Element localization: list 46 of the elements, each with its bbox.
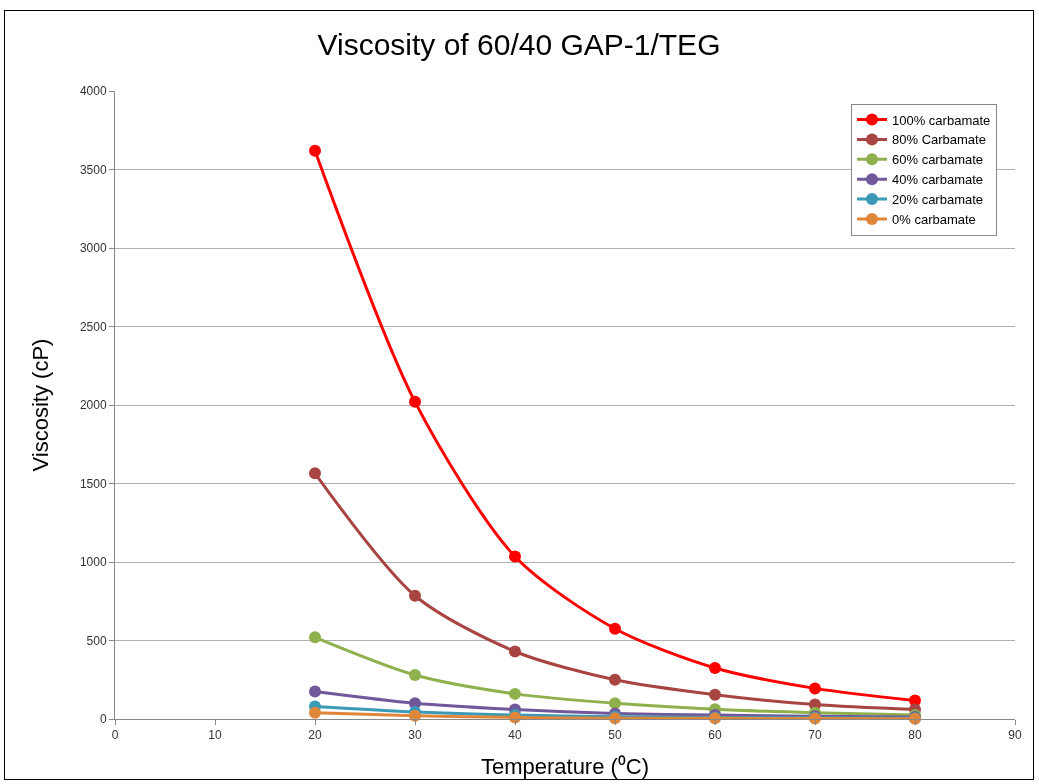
x-tick-label: 80 — [908, 728, 922, 743]
point — [709, 688, 721, 701]
x-tick-label: 90 — [1008, 728, 1022, 743]
point — [309, 685, 321, 698]
point — [609, 697, 621, 710]
y-tick-label: 1500 — [79, 476, 107, 491]
y-tick-label: 2500 — [79, 319, 107, 334]
point — [809, 682, 821, 695]
x-tick-label: 30 — [408, 728, 422, 743]
x-tick-label: 70 — [808, 728, 822, 743]
x-tick-label: 0 — [111, 728, 119, 743]
legend-label: 100% carbamate — [892, 112, 991, 128]
y-tick-label: 1000 — [79, 555, 107, 570]
y-tick-label: 3500 — [79, 162, 107, 177]
point — [309, 706, 321, 719]
point — [409, 589, 421, 602]
point — [709, 661, 721, 674]
point — [509, 550, 521, 563]
x-axis-title: Temperature (⁰C) — [480, 754, 650, 779]
point — [309, 144, 321, 157]
x-tick-label: 60 — [708, 728, 722, 743]
y-tick-label: 2000 — [79, 398, 107, 413]
x-tick-label: 10 — [208, 728, 222, 743]
point — [309, 467, 321, 480]
x-tick-label: 40 — [508, 728, 522, 743]
y-tick-label: 500 — [86, 633, 107, 648]
y-tick-label: 0 — [99, 712, 107, 727]
legend-label: 80% Carbamate — [892, 132, 986, 148]
point — [409, 669, 421, 682]
point — [409, 395, 421, 408]
legend-label: 40% carbamate — [892, 172, 984, 188]
point — [609, 673, 621, 686]
x-tick-label: 20 — [308, 728, 322, 743]
y-tick-label: 3000 — [79, 241, 107, 256]
y-axis-title: Viscosity (cP) — [27, 338, 53, 472]
legend-label: 20% carbamate — [892, 192, 984, 208]
point — [609, 622, 621, 635]
legend-label: 0% carbamate — [892, 212, 976, 228]
legend-label: 60% carbamate — [892, 152, 984, 168]
chart-title: Viscosity of 60/40 GAP-1/TEG — [317, 28, 721, 62]
y-tick-label: 4000 — [79, 84, 107, 99]
x-tick-label: 50 — [608, 728, 622, 743]
point — [509, 687, 521, 700]
point — [509, 645, 521, 658]
point — [309, 631, 321, 644]
point — [409, 709, 421, 722]
